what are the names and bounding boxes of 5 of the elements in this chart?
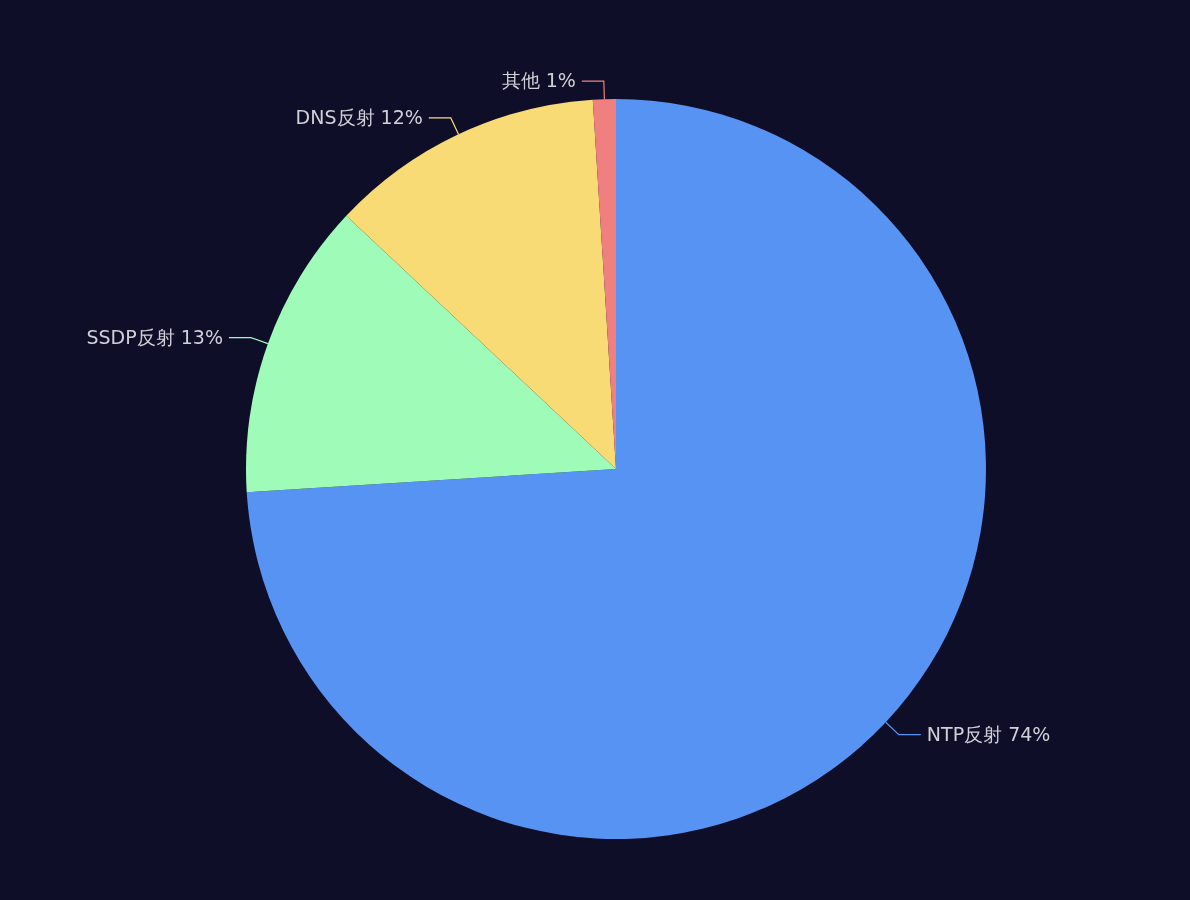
slice-label: NTP反射 74% <box>926 722 1051 745</box>
slice-label: SSDP反射 13% <box>86 325 223 348</box>
pie-slice <box>246 99 986 839</box>
slice-label: 其他 1% <box>501 69 576 92</box>
slice-label: DNS反射 12% <box>295 105 423 128</box>
